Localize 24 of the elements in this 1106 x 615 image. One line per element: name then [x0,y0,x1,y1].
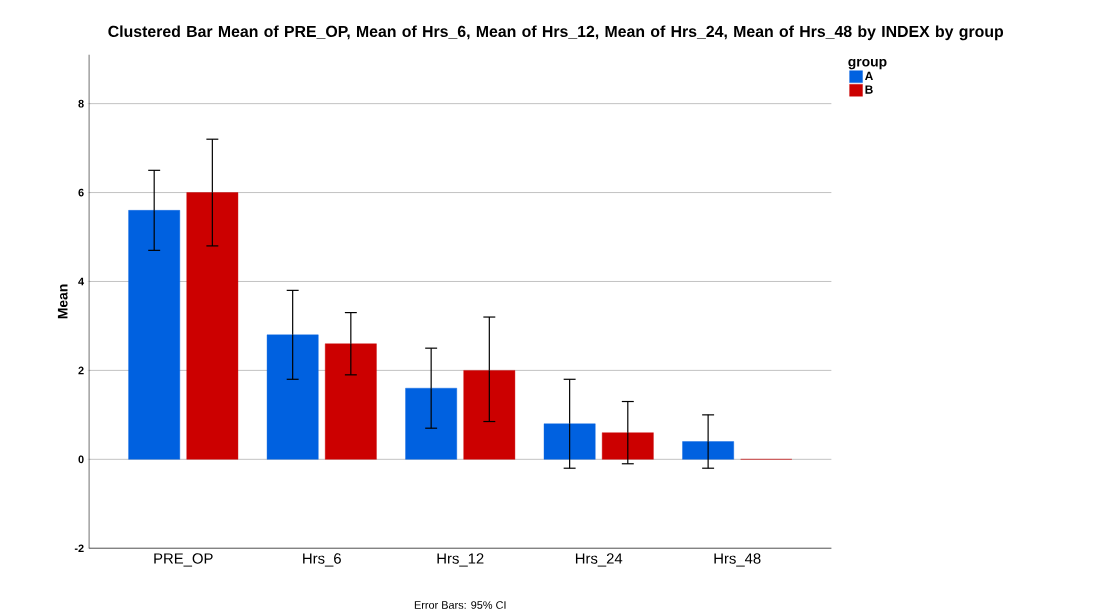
y-tick-label: 4 [78,277,85,286]
x-tick-label: Hrs_48 [714,553,761,567]
bar [543,423,596,460]
y-tick-label: 0 [78,455,84,464]
y-tick-label: 8 [78,99,84,108]
y-tick-label: -2 [74,544,84,553]
y-tick-label: 2 [78,366,84,375]
x-tick-label: PRE_OP [154,553,213,567]
bar [186,192,239,460]
bar [266,334,319,460]
legend-label: A [865,71,873,81]
legend-label: B [865,85,873,94]
y-axis-title: Mean [57,284,68,319]
bar [601,432,654,460]
bar [128,210,181,460]
x-tick-label: Hrs_6 [303,553,341,567]
text: Error Bars: 95% CI [414,601,506,609]
x-tick-label: Hrs_24 [575,553,623,567]
bar [682,441,734,460]
x-tick-label: Hrs_12 [437,553,484,567]
y-tick-label: 6 [78,188,84,197]
chart-title: Clustered Bar Mean of PRE_OP, Mean of Hrs_6, Mean of Hrs_12, Mean of Hrs_24, Mean of Hrs_48 by INDEX by group [108,25,1004,41]
legend-title: group [848,58,887,70]
bar [325,343,377,460]
